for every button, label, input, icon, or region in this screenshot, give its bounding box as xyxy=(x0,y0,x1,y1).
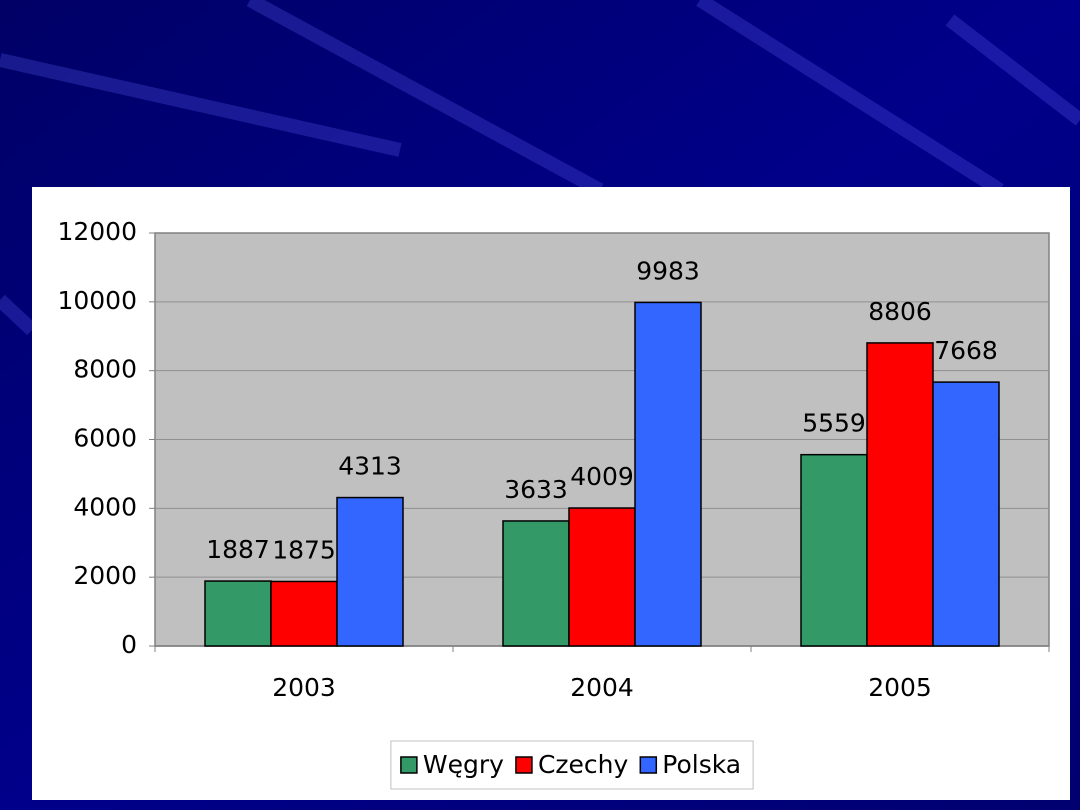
legend-item: Czechy xyxy=(515,750,629,779)
x-tick-label: 2004 xyxy=(570,673,634,702)
legend-swatch xyxy=(400,756,418,774)
x-tick-label: 2003 xyxy=(272,673,336,702)
y-tick-label: 4000 xyxy=(73,492,137,521)
legend: Węgry Czechy Polska xyxy=(400,750,741,779)
y-tick-label: 8000 xyxy=(73,355,137,384)
data-label: 5559 xyxy=(802,409,866,438)
legend-box xyxy=(390,740,754,790)
bar xyxy=(634,301,702,647)
data-label: 4313 xyxy=(338,452,402,481)
x-tick-label: 2005 xyxy=(868,673,932,702)
data-label: 7668 xyxy=(934,336,998,365)
legend-item: Polska xyxy=(639,750,741,779)
legend-label: Czechy xyxy=(538,750,629,779)
y-tick-label: 12000 xyxy=(57,217,137,246)
background-streaks xyxy=(0,0,1080,336)
y-tick-label: 10000 xyxy=(57,286,137,315)
bar xyxy=(932,381,1000,647)
legend-label: Węgry xyxy=(423,750,504,779)
bar xyxy=(204,580,272,647)
data-label: 9983 xyxy=(636,256,700,285)
legend-label: Polska xyxy=(662,750,741,779)
bar xyxy=(270,580,338,647)
data-label: 4009 xyxy=(570,462,634,491)
data-label: 1887 xyxy=(206,535,270,564)
legend-swatch xyxy=(639,756,658,774)
y-tick-label: 2000 xyxy=(73,561,137,590)
y-tick-label: 0 xyxy=(121,630,137,659)
chart: 0 2000 4000 6000 8000 10000 12000 2003 1887 1875 4… xyxy=(57,217,1050,790)
legend-item: Węgry xyxy=(400,750,504,779)
data-label: 1875 xyxy=(272,535,336,564)
data-label: 8806 xyxy=(868,297,932,326)
data-label: 3633 xyxy=(504,475,568,504)
bar xyxy=(866,342,934,647)
bar xyxy=(502,520,570,647)
legend-swatch xyxy=(515,756,533,774)
bar xyxy=(568,507,636,647)
bar xyxy=(800,453,868,647)
y-tick-label: 6000 xyxy=(73,424,137,453)
bar xyxy=(336,496,404,647)
